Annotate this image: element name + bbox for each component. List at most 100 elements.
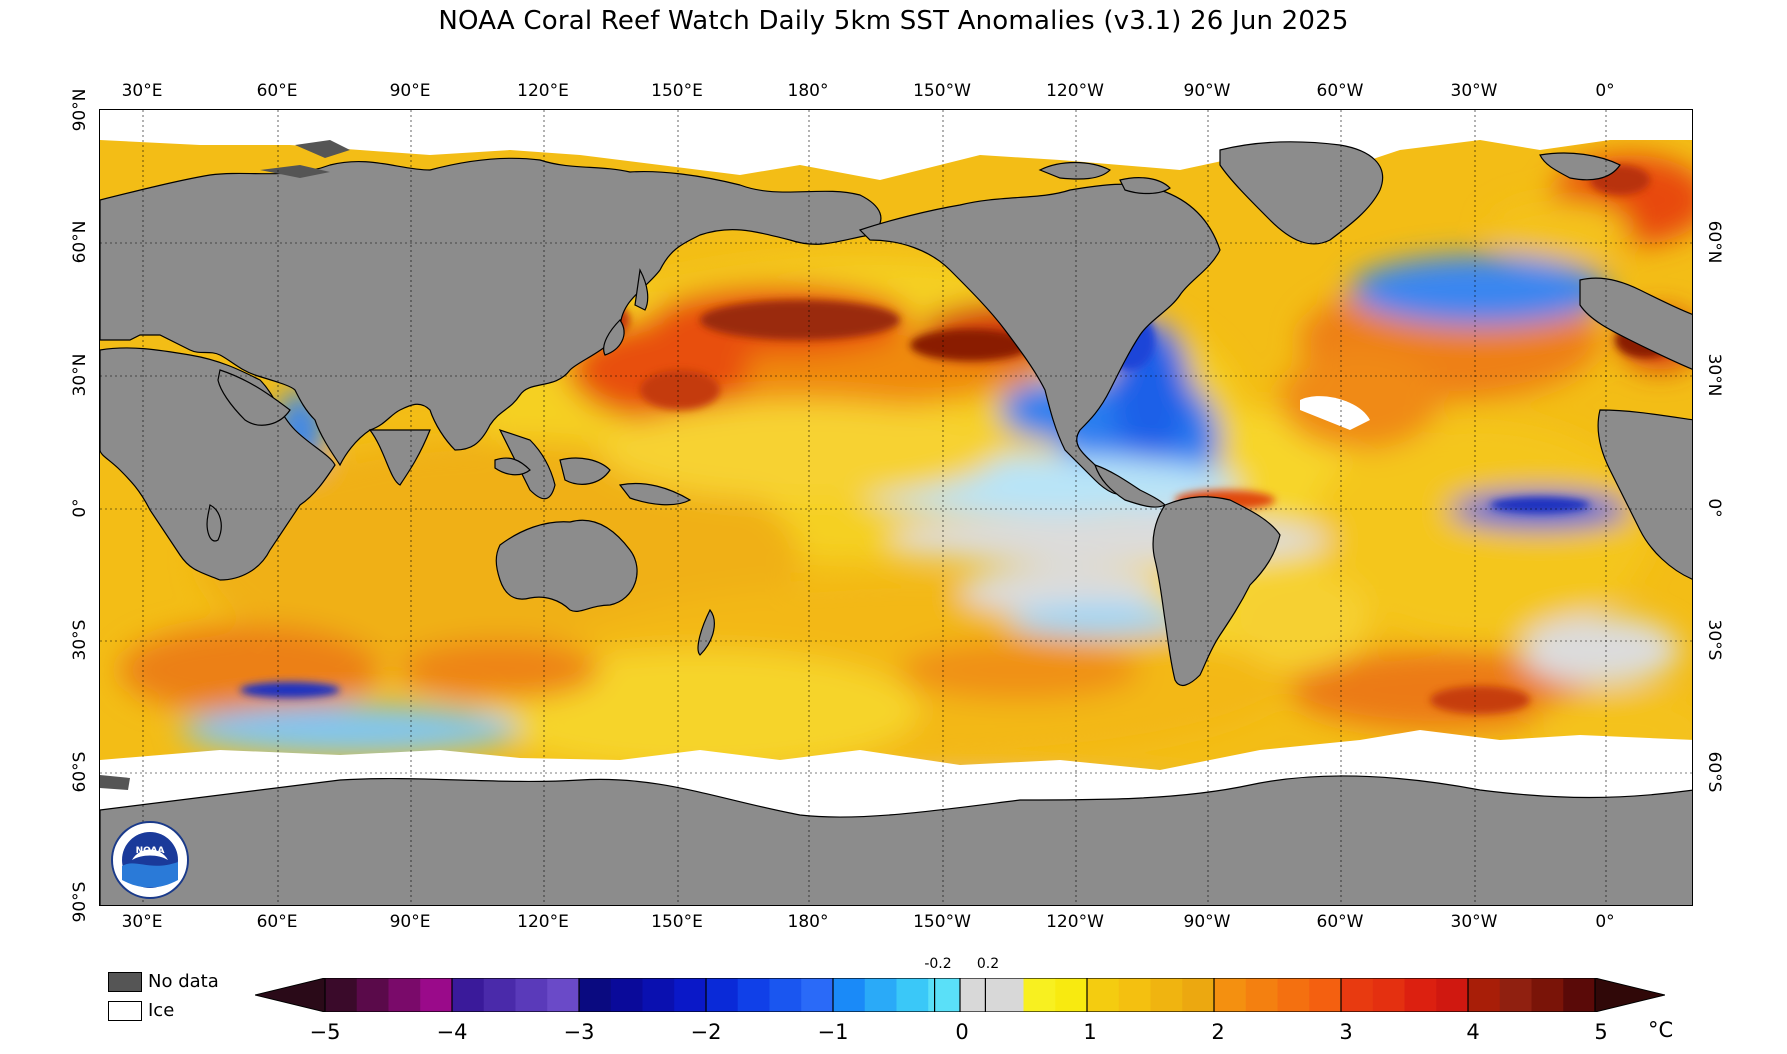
graticule: [100, 110, 1692, 905]
lon-label: 0°: [1595, 81, 1615, 101]
ice-label: Ice: [148, 1000, 175, 1021]
colorbar-tick: 1: [1083, 1020, 1097, 1044]
lon-label: 120°W: [1046, 912, 1104, 932]
colorbar-tick: −2: [690, 1020, 722, 1044]
colorbar-cell: [1563, 978, 1596, 1012]
colorbar-cell: [1309, 978, 1342, 1012]
colorbar-cell: [420, 978, 453, 1012]
colorbar-cell: [579, 978, 612, 1012]
colorbar-tick: 0: [955, 1020, 969, 1044]
colorbar-max-arrow: [1594, 978, 1665, 1012]
colorbar-cell: [1245, 978, 1278, 1012]
colorbar-small-tick: -0.2: [924, 956, 952, 972]
colorbar-cell: [325, 978, 358, 1012]
lat-label: 30°N: [1704, 353, 1724, 397]
colorbar-cell: [483, 978, 516, 1012]
colorbar: [255, 978, 1665, 1012]
colorbar-cell: [547, 978, 580, 1012]
colorbar-cell: [1372, 978, 1405, 1012]
lat-label: 30°N: [70, 353, 90, 397]
lon-label: 180°: [787, 81, 829, 101]
noaa-seal-icon: NOAA: [111, 821, 189, 899]
colorbar-cell: [737, 978, 770, 1012]
colorbar-cell: [515, 978, 548, 1012]
no-data-areas: [100, 140, 350, 790]
colorbar-cell: [1499, 978, 1532, 1012]
colorbar-tick: −4: [436, 1020, 468, 1044]
lon-label: 30°W: [1450, 81, 1498, 101]
lon-label: 90°W: [1183, 912, 1231, 932]
lon-label: 180°: [787, 912, 829, 932]
lon-label: 90°E: [389, 81, 431, 101]
sst-anomaly-map: [99, 109, 1693, 906]
colorbar-cell: [1436, 978, 1469, 1012]
colorbar-cell: [769, 978, 802, 1012]
lat-label: 90°N: [70, 88, 90, 132]
lon-label: 30°E: [121, 81, 163, 101]
colorbar-cell: [1150, 978, 1183, 1012]
colorbar-cell: [864, 978, 897, 1012]
colorbar-cell: [1341, 978, 1374, 1012]
lon-label: 150°W: [913, 912, 971, 932]
colorbar-tick: −1: [817, 1020, 849, 1044]
colorbar-cell: [1404, 978, 1437, 1012]
map-title: NOAA Coral Reef Watch Daily 5km SST Anom…: [438, 6, 1349, 36]
colorbar-cell: [1182, 978, 1215, 1012]
colorbar-cell: [991, 978, 1024, 1012]
colorbar-small-tick: 0.2: [976, 956, 1000, 972]
lat-label: 0°: [70, 498, 90, 518]
colorbar-cell: [960, 978, 993, 1012]
colorbar-cell: [706, 978, 739, 1012]
no-data-label: No data: [148, 971, 219, 992]
lat-label: 60°S: [1704, 751, 1724, 793]
colorbar-tick: 2: [1211, 1020, 1225, 1044]
colorbar-cell: [452, 978, 485, 1012]
lon-label: 60°E: [256, 912, 298, 932]
colorbar-cell: [1468, 978, 1501, 1012]
lon-label: 0°: [1595, 912, 1615, 932]
colorbar-cell: [896, 978, 929, 1012]
lon-label: 30°W: [1450, 912, 1498, 932]
lon-label: 60°W: [1316, 81, 1364, 101]
lon-label: 120°E: [517, 912, 569, 932]
lon-label: 120°W: [1046, 81, 1104, 101]
lon-label: 30°E: [121, 912, 163, 932]
lon-label: 150°W: [913, 81, 971, 101]
colorbar-cell: [1023, 978, 1056, 1012]
colorbar-cell: [1118, 978, 1151, 1012]
lat-label: 60°N: [70, 220, 90, 264]
lon-label: 120°E: [517, 81, 569, 101]
lat-label: 60°S: [70, 751, 90, 793]
lat-label: 90°S: [70, 881, 90, 923]
lat-label: 30°S: [70, 619, 90, 661]
lat-label: 30°S: [1704, 619, 1724, 661]
colorbar-cell: [801, 978, 834, 1012]
lon-label: 90°W: [1183, 81, 1231, 101]
colorbar-cell: [833, 978, 866, 1012]
colorbar-cell: [610, 978, 643, 1012]
lon-label: 60°E: [256, 81, 298, 101]
lat-label: 60°N: [1704, 220, 1724, 264]
colorbar-cell: [356, 978, 389, 1012]
landmasses: [100, 141, 1692, 905]
colorbar-tick: 3: [1339, 1020, 1353, 1044]
colorbar-cell: [674, 978, 707, 1012]
colorbar-cell: [1214, 978, 1247, 1012]
colorbar-unit: °C: [1648, 1018, 1674, 1042]
logo-text: NOAA: [136, 846, 165, 856]
lat-label: 0°: [1704, 498, 1724, 518]
colorbar-min-arrow: [255, 978, 326, 1012]
map-svg: [100, 110, 1692, 905]
colorbar-cell: [1055, 978, 1088, 1012]
colorbar-tick: −5: [309, 1020, 341, 1044]
lon-label: 60°W: [1316, 912, 1364, 932]
colorbar-cell: [388, 978, 421, 1012]
colorbar-cell: [1087, 978, 1120, 1012]
ice-swatch: [108, 1001, 142, 1021]
colorbar-cell: [1277, 978, 1310, 1012]
colorbar-tick: −3: [563, 1020, 595, 1044]
lon-label: 90°E: [389, 912, 431, 932]
colorbar-cell: [642, 978, 675, 1012]
lon-label: 150°E: [651, 81, 703, 101]
colorbar-cell: [928, 978, 961, 1012]
